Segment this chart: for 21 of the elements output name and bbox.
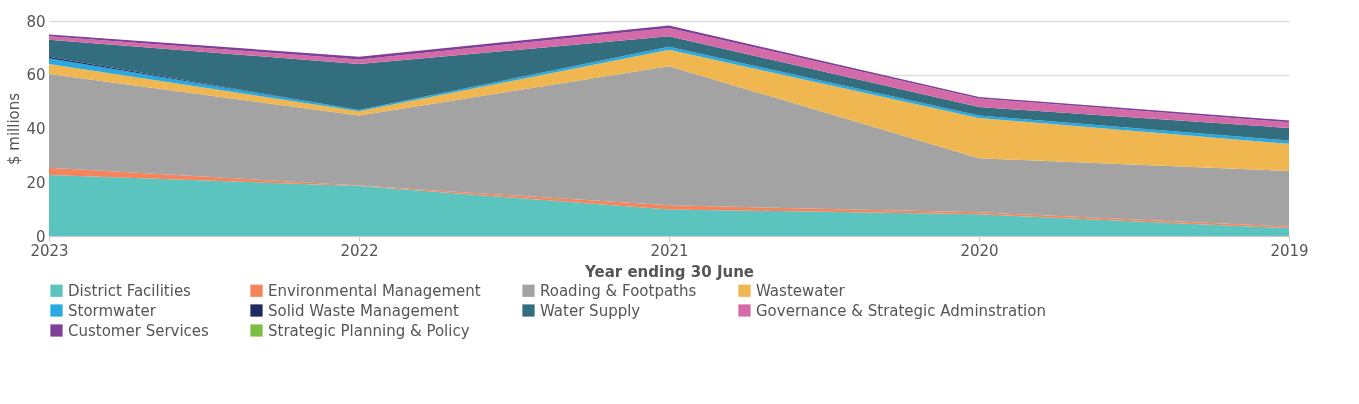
legend-label: Solid Waste Management [268,301,460,320]
x-tick-label: 2022 [340,241,379,260]
x-tick-label: 2021 [650,241,689,260]
legend-label: Environmental Management [268,281,481,300]
legend-label: Governance & Strategic Adminstration [756,301,1046,320]
legend-label: Customer Services [68,321,210,340]
y-tick-label: 80 [26,12,46,31]
legend-label: Stormwater [68,301,157,320]
y-tick-label: 40 [26,120,46,138]
legend-label: Roading & Footpaths [540,281,697,300]
x-tick-label: 2019 [1270,241,1309,260]
legend-label: District Facilities [68,281,192,300]
x-tick-label: 2020 [960,241,999,260]
y-tick-label: 60 [26,66,46,85]
legend-label: Strategic Planning & Policy [268,321,470,340]
x-tick-label: 2023 [30,241,69,260]
y-tick-label: 20 [26,173,46,192]
legend-label: Wastewater [756,281,846,300]
x-axis-title: Year ending 30 June [584,262,754,281]
y-axis-title: $ millions [5,92,24,166]
legend-label: Water Supply [540,301,641,320]
